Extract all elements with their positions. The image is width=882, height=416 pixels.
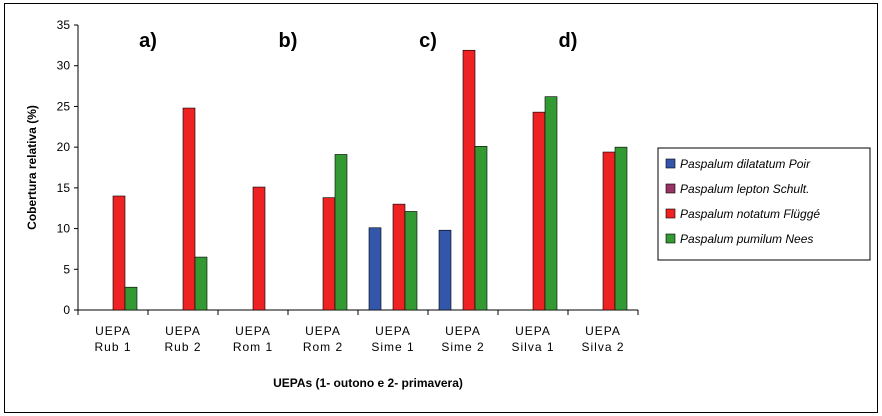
y-tick-label: 5 [63,262,70,276]
panel-label: c) [419,30,437,52]
legend-swatch [665,208,676,219]
x-category-label: UEPA [235,324,271,338]
x-category-label: UEPA [445,324,481,338]
x-category-label: UEPA [305,324,341,338]
chart-axes: 0 5 10 15 20 25 30 35 [57,18,639,317]
bar [544,96,558,311]
y-tick-label: 10 [57,222,71,236]
x-category-label: UEPA [515,324,551,338]
x-axis-title: UEPAs (1- outono e 2- primavera) [273,376,463,390]
legend-swatch [665,233,676,244]
legend-swatch [665,158,676,169]
x-category-label: UEPA [95,324,131,338]
bar [532,111,546,311]
x-category-label: UEPA [585,324,621,338]
x-category-label: Sime 2 [441,340,484,354]
y-tick-label: 30 [57,59,71,73]
y-tick-label: 35 [57,18,71,32]
x-category-label: UEPA [375,324,411,338]
chart-bars [112,49,628,311]
legend-entry: Paspalum pumilum Nees [680,232,813,246]
x-category-label: Silva 2 [581,340,624,354]
bar [194,256,208,311]
x-category-label: UEPA [165,324,201,338]
x-category-label: Rom 1 [233,340,273,354]
y-tick-label: 0 [63,303,70,317]
bar [438,229,452,311]
x-category-label: Rom 2 [303,340,343,354]
bar [252,186,266,311]
legend-box [657,147,871,261]
bar [334,154,348,311]
bar [124,286,138,311]
x-category-label: Rub 1 [94,340,131,354]
x-category-label: Silva 1 [511,340,554,354]
panel-label: b) [279,30,298,52]
bar [322,197,336,311]
y-tick-label: 25 [57,99,71,113]
panel-label: d) [559,30,578,52]
y-tick-label: 15 [57,181,71,195]
panel-label: a) [139,30,157,52]
x-category-label: Rub 2 [164,340,201,354]
chart-labels: UEPA Rub 1 UEPA Rub 2 UEPA Rom 1 UEPA Rom 2 UEPA… [94,30,624,354]
bar [112,195,126,311]
bar [462,49,476,311]
bar [392,203,406,311]
bar [404,211,418,311]
bar [602,151,616,311]
bar [368,227,382,311]
bar [614,146,628,311]
y-tick-label: 20 [57,140,71,154]
legend-entry: Paspalum dilatatum Poir [680,157,811,171]
bar [474,146,488,311]
legend-entry: Paspalum lepton Schult. [680,182,809,196]
legend-swatch [665,183,676,194]
legend-entry: Paspalum notatum Flüggé [680,207,820,221]
bar [182,107,196,311]
x-category-label: Sime 1 [371,340,414,354]
legend: Paspalum dilatatum Poir Paspalum lepton S… [657,147,871,261]
y-axis-title: Cobertura relativa (%) [25,105,39,230]
